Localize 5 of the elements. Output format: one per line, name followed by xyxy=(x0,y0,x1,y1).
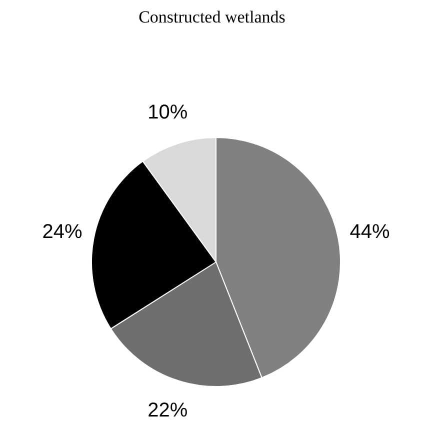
data-label: 44% xyxy=(350,221,390,244)
chart-title: Constructed wetlands xyxy=(138,7,286,26)
data-label: 24% xyxy=(42,221,83,244)
data-label: 10% xyxy=(148,102,188,124)
data-label: 22% xyxy=(148,399,188,422)
